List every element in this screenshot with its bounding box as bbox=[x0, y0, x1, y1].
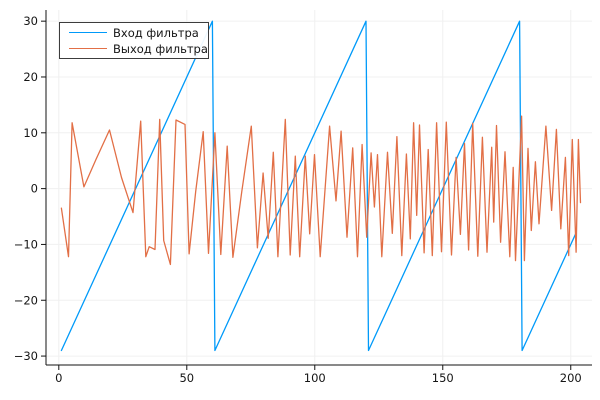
series-line-output bbox=[60, 115, 582, 266]
y-tick-label: −30 bbox=[14, 349, 38, 363]
x-tick-label: 0 bbox=[55, 371, 62, 385]
y-tick-label: −20 bbox=[14, 293, 38, 307]
legend-box: Вход фильтра Выход фильтра bbox=[59, 22, 209, 59]
y-tick-label: 0 bbox=[31, 182, 38, 196]
legend-line-sample-input bbox=[69, 32, 107, 33]
y-tick-label: 30 bbox=[23, 14, 38, 28]
x-tick-label: 100 bbox=[304, 371, 326, 385]
y-tick-label: 20 bbox=[23, 70, 38, 84]
x-tick-label: 200 bbox=[560, 371, 582, 385]
y-tick-label: 10 bbox=[23, 126, 38, 140]
x-tick-label: 50 bbox=[179, 371, 194, 385]
x-tick-label: 150 bbox=[432, 371, 454, 385]
y-tick-label: −10 bbox=[14, 237, 38, 251]
legend-label-output: Выход фильтра bbox=[113, 41, 208, 56]
legend-line-sample-output bbox=[69, 48, 107, 49]
legend-entry-output: Выход фильтра bbox=[69, 42, 208, 56]
legend-label-input: Вход фильтра bbox=[113, 25, 199, 40]
series-line-input bbox=[60, 20, 577, 352]
legend-entry-input: Вход фильтра bbox=[69, 26, 208, 40]
